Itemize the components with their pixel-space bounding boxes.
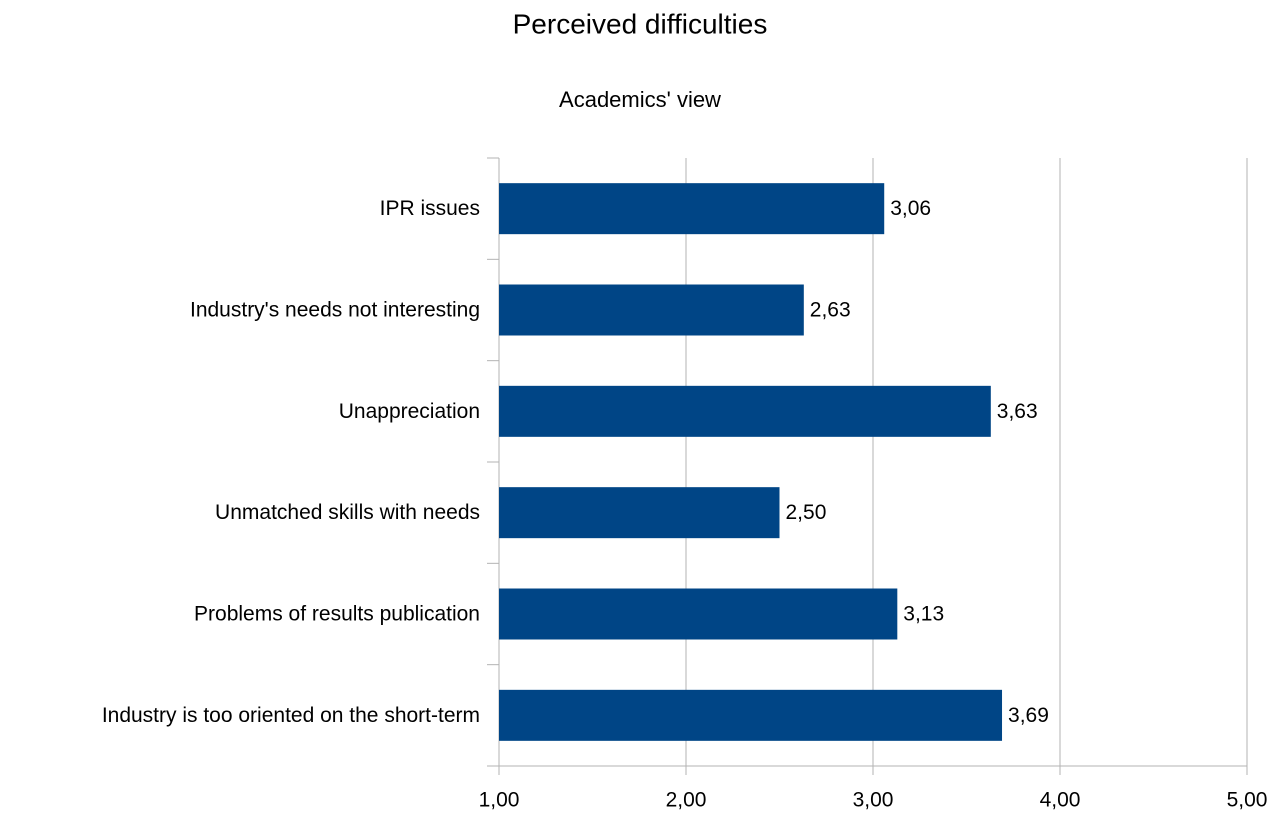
data-label: 3,69 <box>1008 704 1049 727</box>
y-tick-label: Unmatched skills with needs <box>215 501 480 524</box>
bar <box>499 284 804 336</box>
y-tick-label: Industry's needs not interesting <box>190 299 480 322</box>
data-label: 3,13 <box>903 603 944 626</box>
data-label: 2,50 <box>786 501 827 524</box>
y-tick-label: Industry is too oriented on the short-te… <box>102 704 480 727</box>
x-tick-label: 5,00 <box>1227 789 1268 812</box>
bar <box>499 183 885 235</box>
data-label: 2,63 <box>810 299 851 322</box>
data-label: 3,06 <box>890 197 931 220</box>
chart-subtitle: Academics' view <box>559 87 721 112</box>
x-tick-label: 4,00 <box>1040 789 1081 812</box>
bar <box>499 689 1003 741</box>
x-tick-label: 2,00 <box>666 789 707 812</box>
bar <box>499 385 991 437</box>
chart-title: Perceived difficulties <box>513 8 768 39</box>
bar <box>499 588 898 640</box>
x-tick-label: 3,00 <box>853 789 894 812</box>
bar <box>499 487 780 539</box>
y-tick-label: IPR issues <box>380 197 480 220</box>
data-label: 3,63 <box>997 400 1038 423</box>
y-tick-label: Problems of results publication <box>194 603 480 626</box>
x-tick-label: 1,00 <box>479 789 520 812</box>
y-tick-label: Unappreciation <box>339 400 480 423</box>
